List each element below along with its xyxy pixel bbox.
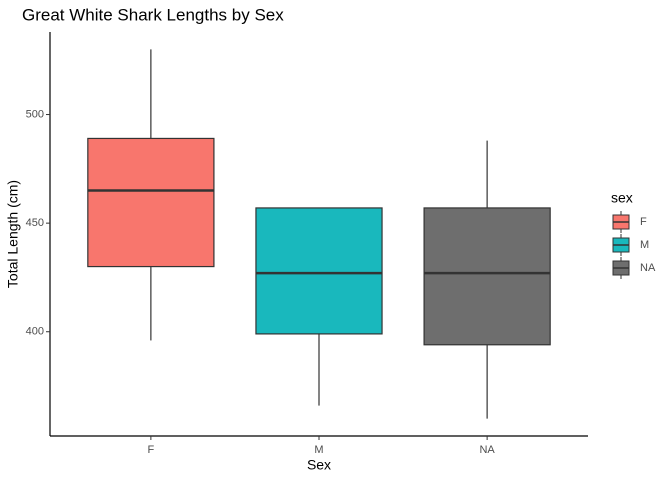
chart-title: Great White Shark Lengths by Sex — [22, 5, 284, 24]
box — [87, 137, 215, 268]
y-axis-title: Total Length (cm) — [5, 180, 21, 288]
x-axis-title: Sex — [307, 457, 331, 473]
legend-label: NA — [640, 262, 656, 274]
box — [255, 207, 383, 335]
y-tick-label: 500 — [26, 108, 44, 120]
y-tick-label: 400 — [26, 326, 44, 338]
legend-title: sex — [611, 190, 633, 206]
legend-label: F — [640, 216, 647, 228]
x-tick-label: NA — [479, 444, 495, 456]
box — [423, 207, 551, 346]
legend-label: M — [640, 239, 649, 251]
x-tick-label: F — [148, 444, 155, 456]
x-tick-label: M — [314, 444, 323, 456]
y-tick-label: 450 — [26, 217, 44, 229]
